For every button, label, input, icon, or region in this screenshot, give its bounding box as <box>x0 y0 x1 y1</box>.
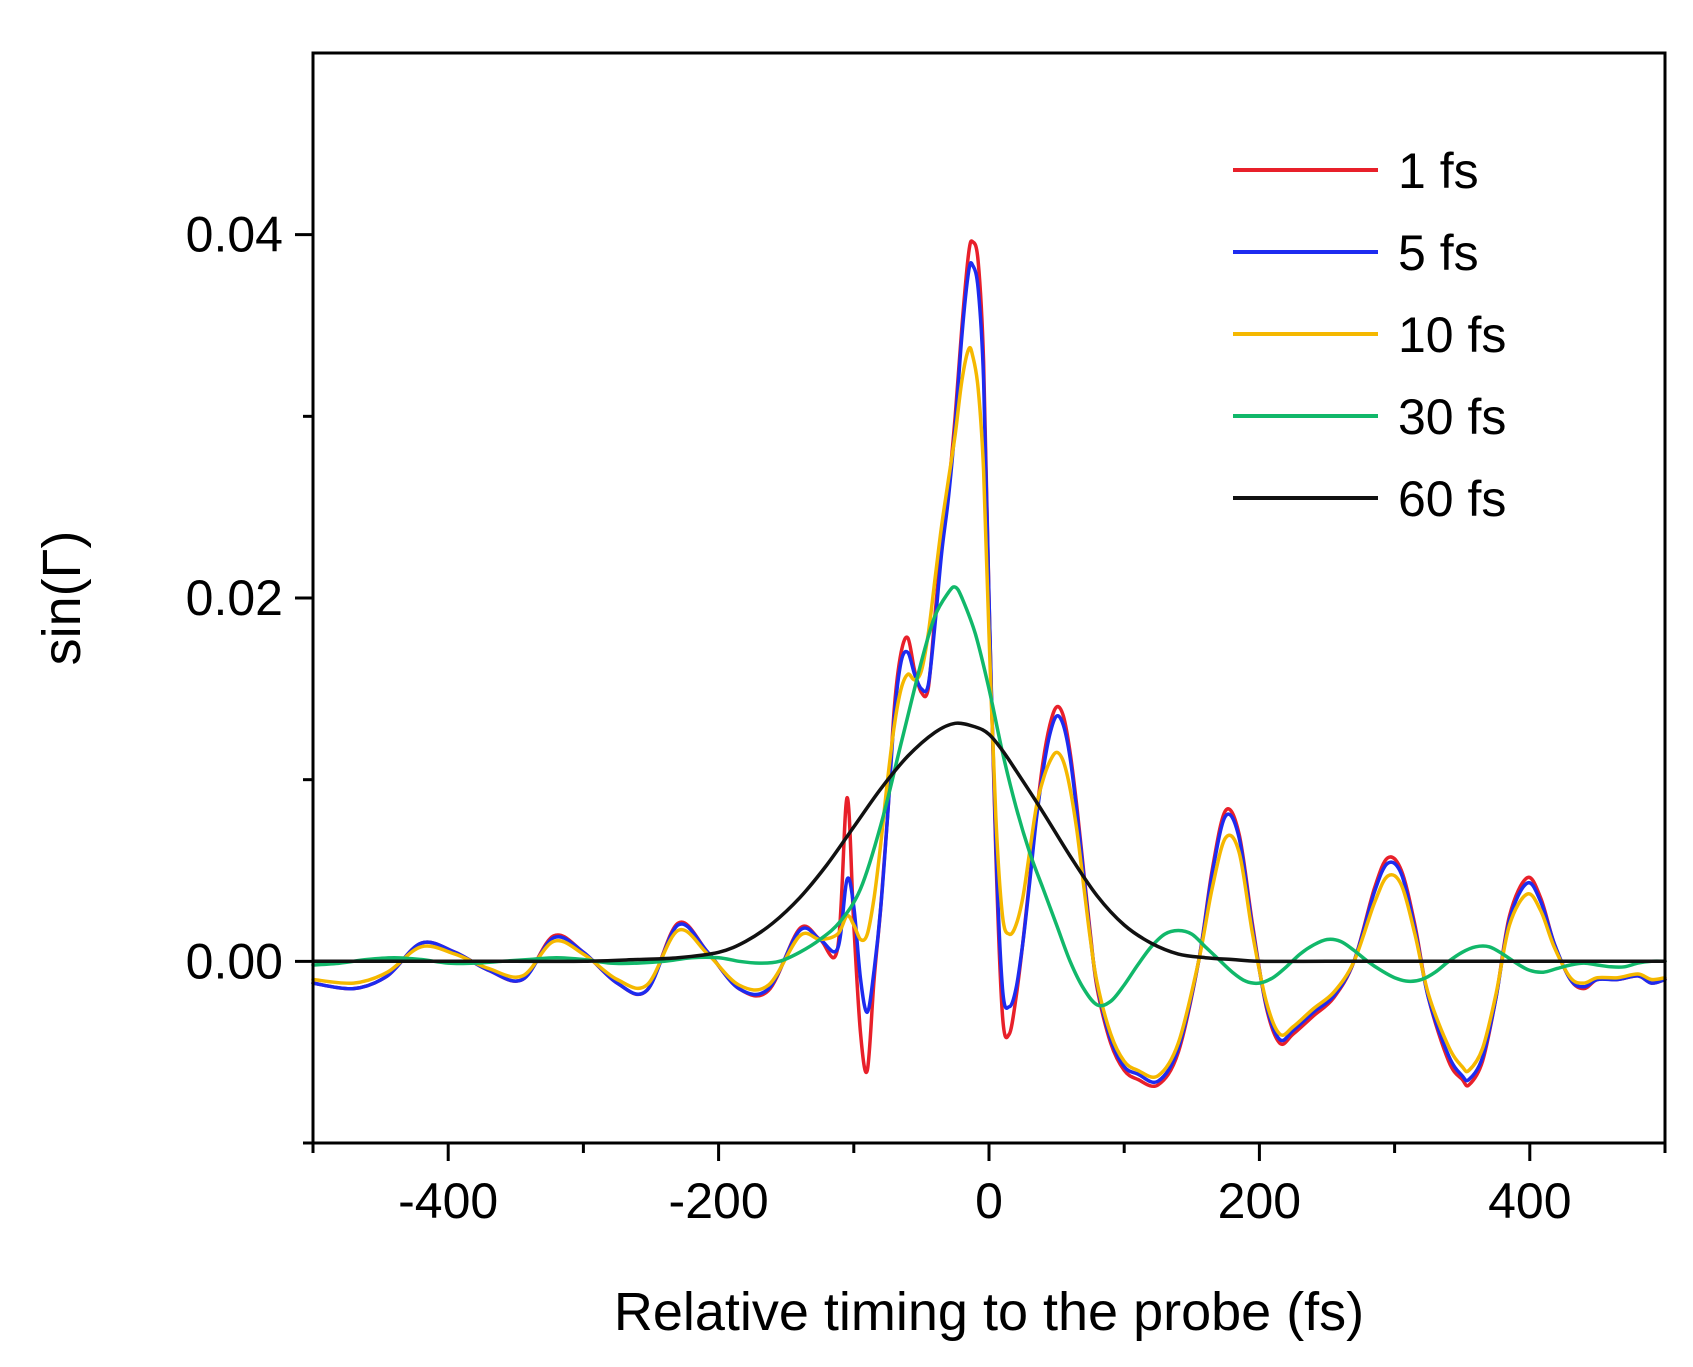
legend: 1 fs 5 fs 10 fs 30 fs 60 fs <box>1233 143 1506 527</box>
series-group <box>311 239 1667 1089</box>
legend-label: 30 fs <box>1398 389 1506 445</box>
legend-label: 60 fs <box>1398 471 1506 527</box>
y-axis-ticks: 0.00 0.02 0.04 <box>186 207 313 1145</box>
series-line-10-fs <box>311 345 1667 1079</box>
x-tick-label: 0 <box>975 1173 1003 1229</box>
x-tick-label: -200 <box>669 1173 769 1229</box>
axes: 0.00 0.02 0.04 -400 -200 0 200 400 <box>186 51 1667 1229</box>
x-axis-ticks: -400 -200 0 200 400 <box>311 1143 1667 1229</box>
y-tick-label: 0.00 <box>186 933 283 989</box>
y-tick-label: 0.04 <box>186 207 283 263</box>
legend-label: 1 fs <box>1398 143 1479 199</box>
x-tick-label: 400 <box>1488 1173 1571 1229</box>
x-tick-label: 200 <box>1218 1173 1301 1229</box>
legend-label: 5 fs <box>1398 225 1479 281</box>
y-tick-label: 0.02 <box>186 570 283 626</box>
series-line-60-fs <box>311 721 1667 964</box>
y-axis-title: sin(Γ) <box>32 531 92 666</box>
x-axis-title: Relative timing to the probe (fs) <box>614 1282 1364 1342</box>
legend-label: 10 fs <box>1398 307 1506 363</box>
x-tick-label: -400 <box>398 1173 498 1229</box>
